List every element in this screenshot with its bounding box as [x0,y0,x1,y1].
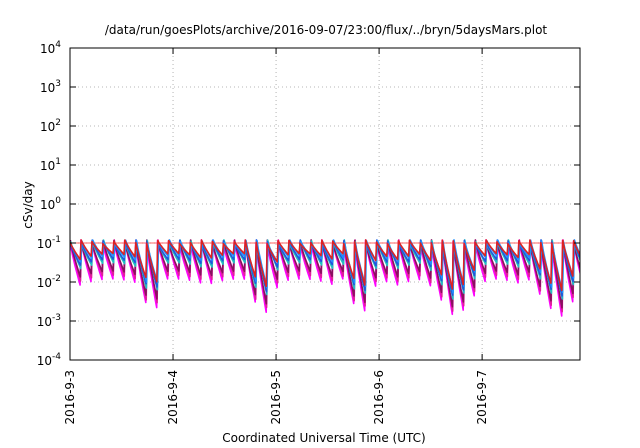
y-tick-label: 100 [40,196,61,212]
y-tick-base: 10 [40,42,55,56]
x-tick-label: 2016-9-6 [372,370,386,424]
x-axis: 2016-9-3 2016-9-4 2016-9-5 2016-9-6 2016-9-7 [63,48,489,424]
y-tick-label: 102 [40,118,61,134]
y-tick-exponent: -1 [52,235,61,245]
y-tick-exponent: -3 [52,313,61,323]
y-tick-label: 10-3 [37,313,61,329]
y-tick-label: 103 [40,79,61,95]
x-tick-label: 2016-9-7 [475,370,489,424]
y-tick-base: 10 [40,159,55,173]
y-tick-exponent: -2 [52,274,61,284]
y-tick-base: 10 [40,120,55,134]
series-line [70,239,580,292]
y-tick-label: 10-1 [37,235,61,251]
y-axis-label: cSv/day [21,181,35,228]
y-tick-base: 10 [37,237,52,251]
y-tick-base: 10 [40,81,55,95]
y-tick-label: 10-2 [37,274,61,290]
y-tick-base: 10 [37,276,52,290]
y-tick-label: 104 [40,40,61,56]
y-tick-exponent: 2 [55,118,61,128]
y-tick-label: 10-4 [37,352,62,368]
x-axis-label: Coordinated Universal Time (UTC) [222,431,425,445]
x-tick-label: 2016-9-3 [63,370,77,424]
plot-series [70,239,580,317]
x-tick-label: 2016-9-5 [269,370,283,424]
y-tick-label: 101 [40,157,61,173]
y-tick-exponent: 3 [55,79,61,89]
y-tick-exponent: 1 [55,157,61,167]
y-tick-exponent: 0 [55,196,61,206]
y-tick-base: 10 [37,315,52,329]
y-tick-base: 10 [40,198,55,212]
x-tick-label: 2016-9-4 [166,370,180,424]
chart-title: /data/run/goesPlots/archive/2016-09-07/2… [105,23,548,37]
y-tick-base: 10 [37,354,52,368]
y-tick-exponent: -4 [52,352,61,362]
grid [70,48,580,360]
y-tick-exponent: 4 [55,40,61,50]
